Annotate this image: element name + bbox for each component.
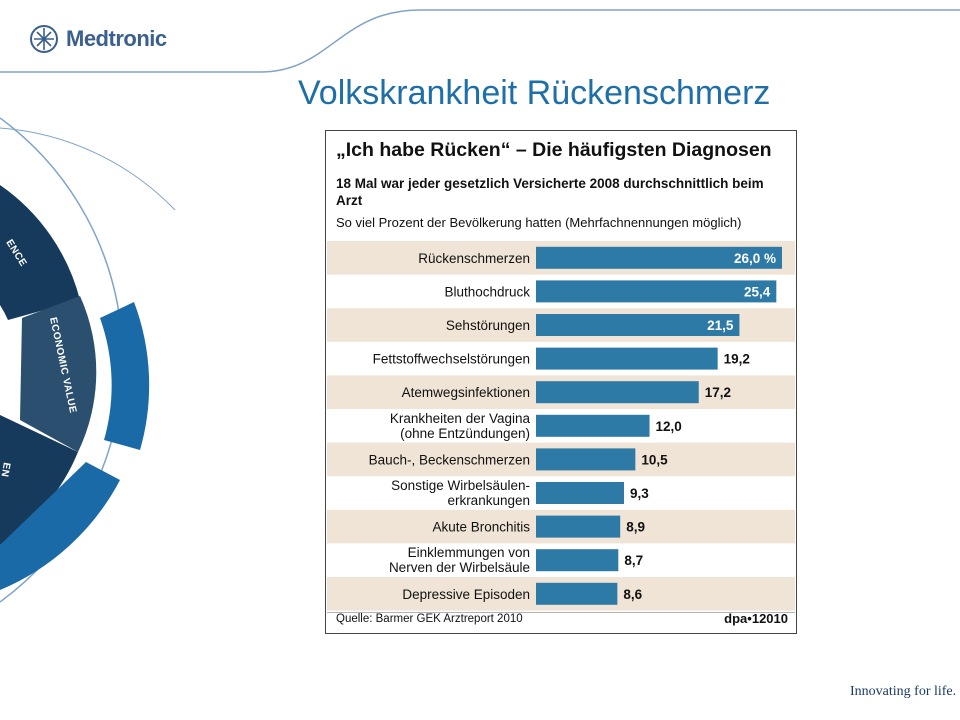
value-label: 8,9 — [626, 520, 645, 535]
outer-wheel-arc-2 — [0, 127, 176, 211]
wheel-segment-middle — [20, 296, 97, 452]
value-label: 10,5 — [641, 452, 668, 467]
category-label: Akute Bronchitis — [432, 520, 530, 535]
wheel-blue-block-2 — [0, 462, 120, 590]
bar — [536, 414, 650, 437]
medtronic-logo: Medtronic — [28, 24, 167, 54]
header-swoop-line — [0, 9, 960, 73]
value-label: 26,0 % — [734, 251, 776, 266]
wheel-label-bottom: EN — [0, 461, 12, 478]
value-label: 12,0 — [656, 419, 682, 434]
brand-tagline: Innovating for life. — [850, 684, 957, 699]
bar — [536, 582, 618, 605]
chart-credit: dpa•12010 — [724, 611, 788, 626]
bar — [536, 280, 777, 303]
slide-title: Volkskrankheit Rückenschmerz — [298, 74, 771, 112]
bar — [536, 549, 619, 572]
bar — [536, 314, 740, 336]
bar — [536, 515, 621, 538]
value-label: 8,7 — [624, 553, 643, 568]
value-label: 19,2 — [724, 352, 750, 367]
bar — [536, 448, 636, 471]
category-label: Bauch-, Beckenschmerzen — [369, 452, 530, 467]
value-label: 9,3 — [630, 486, 649, 501]
category-label: Bluthochdruck — [444, 284, 530, 299]
chart-title: „Ich habe Rücken“ – Die häufigsten Diagn… — [336, 139, 772, 161]
chart-note: So viel Prozent der Bevölkerung hatten (… — [336, 215, 742, 230]
category-label: Atemwegsinfektionen — [402, 385, 530, 400]
wheel-segment-bottom — [0, 415, 78, 545]
wheel-segment-top — [0, 185, 80, 320]
chart-subtitle: 18 Mal war jeder gesetzlich Versicherte … — [336, 176, 764, 208]
bar-chart: Rückenschmerzen 26,0 % Bluthochdruck 25,4 Se… — [327, 241, 795, 614]
category-label: Sehstörungen — [446, 318, 530, 333]
value-label: 8,6 — [623, 587, 642, 602]
value-label: 17,2 — [705, 385, 731, 400]
category-label: Sonstige Wirbelsäulen-erkrankungen — [391, 478, 530, 508]
chart-panel: „Ich habe Rücken“ – Die häufigsten Diagn… — [325, 130, 797, 634]
category-label: Einklemmungen von Nerven der Wirbelsäule — [389, 545, 530, 575]
bar — [536, 381, 699, 404]
category-label: Krankheiten der Vagina (ohne Entzündungen… — [390, 411, 531, 441]
value-label: 25,4 — [744, 284, 771, 299]
category-label: Fettstoffwechselstörungen — [373, 352, 530, 367]
bar — [536, 347, 718, 370]
bar — [536, 482, 624, 504]
category-label: Depressive Episoden — [402, 587, 530, 602]
category-label: Rückenschmerzen — [418, 251, 530, 266]
wheel-blue-block-1 — [100, 302, 150, 450]
value-label: 21,5 — [707, 318, 734, 333]
medtronic-figure-icon — [30, 25, 58, 53]
brand-name: Medtronic — [66, 26, 167, 51]
bar — [536, 246, 782, 269]
chart-source: Quelle: Barmer GEK Arztreport 2010 — [336, 613, 523, 625]
